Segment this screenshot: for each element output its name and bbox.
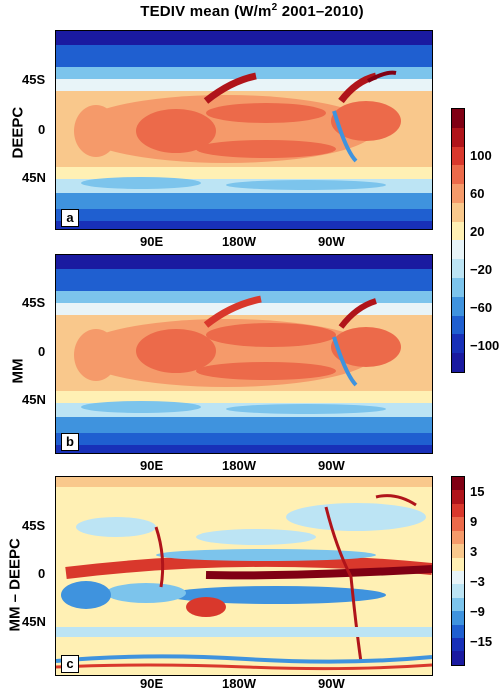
colorbar-swatch: [452, 503, 464, 518]
colorbar-bottom-label-neg9: −9: [470, 604, 485, 619]
colorbar-bottom-label-15: 15: [470, 484, 485, 499]
colorbar-swatch: [452, 109, 464, 128]
panel-a-lon-90w: 90W: [318, 234, 345, 249]
colorbar-bottom-label-neg3: −3: [470, 574, 485, 589]
colorbar-swatch: [452, 544, 464, 558]
colorbar-swatch: [452, 584, 464, 598]
panel-a-lat-0: 0: [38, 122, 46, 137]
colorbar-swatch: [452, 624, 464, 639]
colorbar-swatch: [452, 597, 464, 612]
colorbar-swatch: [452, 490, 464, 504]
panel-b-letter: b: [61, 433, 79, 451]
title-superscript: 2: [271, 2, 278, 13]
panel-c-letter: c: [61, 655, 79, 673]
panel-c-lon-180w: 180W: [222, 676, 256, 691]
colorbar-swatch: [452, 278, 464, 297]
panel-c-lat-45n: 45N: [22, 614, 46, 629]
colorbar-swatch: [452, 127, 464, 147]
colorbar-swatch: [452, 570, 464, 585]
colorbar-top-label-neg20: −20: [470, 262, 493, 277]
panel-b-lat-45n: 45N: [22, 392, 46, 407]
colorbar-swatch: [452, 221, 464, 241]
panel-b-map: b: [55, 254, 433, 454]
colorbar-swatch: [452, 146, 464, 166]
panel-c-field: [56, 477, 432, 675]
panel-b-lon-90e: 90E: [140, 458, 164, 473]
panel-a-letter: a: [61, 209, 79, 227]
title-suffix: 2001–2010): [277, 3, 364, 20]
panel-a-lon-180w: 180W: [222, 234, 256, 249]
panel-c-lat-45s: 45S: [22, 518, 46, 533]
colorbar-bottom-label-9: 9: [470, 514, 478, 529]
colorbar-top-label-neg100: −100: [470, 338, 500, 353]
colorbar-bottom-label-neg15: −15: [470, 634, 493, 649]
panel-a-map: a: [55, 30, 433, 230]
colorbar-swatch: [452, 353, 464, 372]
panel-b-lon-180w: 180W: [222, 458, 256, 473]
colorbar-top-label-60: 60: [470, 186, 485, 201]
colorbar-top-label-neg60: −60: [470, 300, 493, 315]
colorbar-swatch: [452, 240, 464, 260]
colorbar-swatch: [452, 296, 464, 316]
colorbar-swatch: [452, 165, 464, 185]
panel-c-lon-90w: 90W: [318, 676, 345, 691]
panel-b-lon-90w: 90W: [318, 458, 345, 473]
colorbar-top-label-20: 20: [470, 224, 485, 239]
colorbar-bottom-label-3: 3: [470, 544, 478, 559]
panel-c-lon-90e: 90E: [140, 676, 164, 691]
panel-c-lat-0: 0: [38, 566, 46, 581]
panel-a-lat-45s: 45S: [22, 72, 46, 87]
colorbar-swatch: [452, 202, 464, 222]
panel-c-ylabel: MM – DEEPC: [6, 538, 24, 632]
colorbar-swatch: [452, 638, 464, 652]
colorbar-swatch: [452, 651, 464, 665]
panel-c-map: c: [55, 476, 433, 676]
colorbar-top-label-100: 100: [470, 148, 492, 163]
colorbar-swatch: [452, 517, 464, 531]
figure-title: TEDIV mean (W/m2 2001–2010): [0, 2, 504, 20]
colorbar-swatch: [452, 530, 464, 545]
panel-a-lat-45n: 45N: [22, 170, 46, 185]
panel-a-lon-90e: 90E: [140, 234, 164, 249]
panel-a-field: [56, 31, 432, 229]
colorbar-swatch: [452, 477, 464, 491]
colorbar-swatch: [452, 259, 464, 279]
panel-b-field: [56, 255, 432, 453]
colorbar-bottom: [451, 476, 465, 666]
colorbar-swatch: [452, 611, 464, 625]
colorbar-swatch: [452, 184, 464, 203]
colorbar-swatch: [452, 557, 464, 571]
colorbar-swatch: [452, 334, 464, 354]
panel-a-ylabel: DEEPC: [9, 106, 27, 159]
colorbar-top: [451, 108, 465, 373]
panel-b-lat-0: 0: [38, 344, 46, 359]
panel-b-lat-45s: 45S: [22, 295, 46, 310]
panel-b-ylabel: MM: [9, 358, 27, 384]
colorbar-swatch: [452, 315, 464, 335]
title-text: TEDIV mean (W/m: [140, 3, 272, 20]
